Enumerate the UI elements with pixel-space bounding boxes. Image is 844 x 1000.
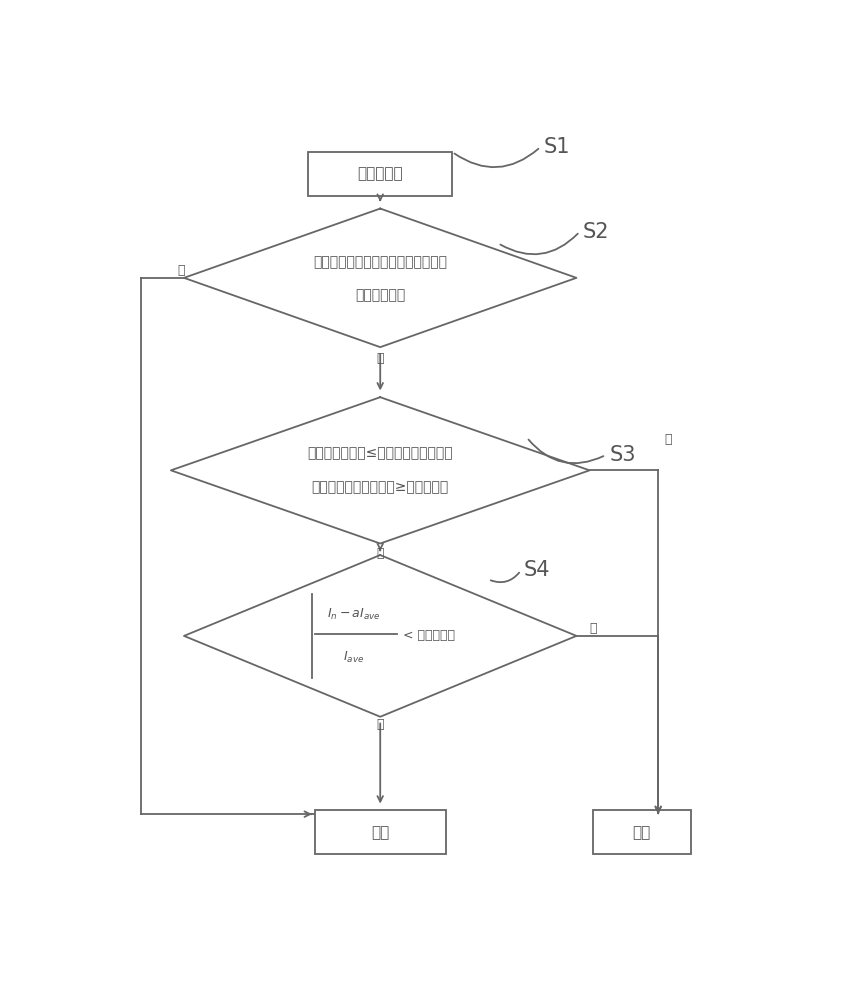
Text: 正常: 正常 (371, 825, 389, 840)
Text: 是: 是 (177, 264, 185, 277)
Polygon shape (170, 397, 589, 543)
Polygon shape (184, 209, 576, 347)
Text: S1: S1 (544, 137, 571, 157)
FancyBboxPatch shape (315, 810, 446, 854)
Text: 异常: 异常 (633, 825, 651, 840)
Text: 某输入端串流值≤第二预定值同时相邻: 某输入端串流值≤第二预定值同时相邻 (307, 446, 453, 460)
Text: 于第一预定值: 于第一预定值 (355, 288, 405, 302)
Text: 否: 否 (376, 352, 384, 365)
Text: 感测电流值: 感测电流值 (357, 166, 403, 181)
Text: S2: S2 (583, 222, 609, 242)
FancyBboxPatch shape (308, 152, 452, 196)
Polygon shape (184, 555, 576, 717)
Text: 所有相邻或相近的输入端串流全部不: 所有相邻或相近的输入端串流全部不 (313, 255, 447, 269)
FancyBboxPatch shape (592, 810, 691, 854)
Text: 是: 是 (664, 433, 672, 446)
Text: $I_{ave}$: $I_{ave}$ (344, 650, 365, 665)
Text: 是: 是 (376, 718, 384, 731)
Text: 或相近的输入端电流值≥第一预定值: 或相近的输入端电流值≥第一预定值 (311, 480, 449, 494)
Text: S3: S3 (609, 445, 636, 465)
Text: $I_n - aI_{ave}$: $I_n - aI_{ave}$ (327, 607, 381, 622)
Text: S4: S4 (524, 560, 550, 580)
Text: < 第三预定值: < 第三预定值 (403, 629, 455, 642)
Text: 否: 否 (589, 622, 597, 635)
Text: 否: 否 (376, 547, 384, 560)
